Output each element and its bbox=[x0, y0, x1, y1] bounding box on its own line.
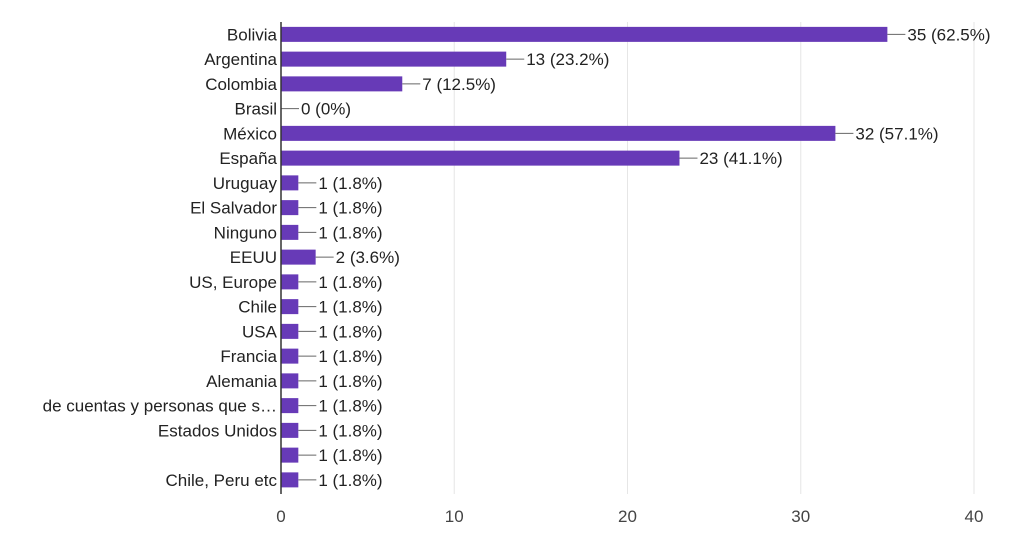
bar bbox=[281, 125, 836, 141]
data-label: 1 (1.8%) bbox=[318, 223, 382, 242]
gridlines bbox=[453, 22, 975, 494]
category-label: USA bbox=[242, 322, 278, 341]
category-label: Estados Unidos bbox=[158, 421, 277, 440]
label-connectors bbox=[281, 33, 906, 481]
bar bbox=[281, 422, 299, 438]
bar bbox=[281, 249, 316, 265]
category-label: EEUU bbox=[230, 248, 277, 267]
category-label: España bbox=[219, 149, 277, 168]
data-label: 1 (1.8%) bbox=[318, 471, 382, 490]
bar bbox=[281, 447, 299, 463]
x-tick-label: 30 bbox=[791, 507, 810, 526]
bar bbox=[281, 373, 299, 389]
x-tick-label: 40 bbox=[965, 507, 984, 526]
bar bbox=[281, 398, 299, 414]
data-label: 1 (1.8%) bbox=[318, 273, 382, 292]
category-label: Chile, Peru etc bbox=[166, 471, 278, 490]
data-label: 1 (1.8%) bbox=[318, 372, 382, 391]
bar bbox=[281, 224, 299, 240]
data-label: 13 (23.2%) bbox=[526, 50, 609, 69]
data-label: 2 (3.6%) bbox=[336, 248, 400, 267]
category-label: Brasil bbox=[234, 100, 277, 119]
category-label: Colombia bbox=[205, 75, 277, 94]
data-label: 1 (1.8%) bbox=[318, 298, 382, 317]
category-label: de cuentas y personas que s… bbox=[43, 397, 277, 416]
category-labels: Bolivia Argentina Colombia Brasil México Espa… bbox=[43, 25, 278, 490]
x-tick-label: 10 bbox=[445, 507, 464, 526]
x-axis-tick-labels: 0 10 20 30 40 bbox=[276, 507, 983, 526]
bar bbox=[281, 26, 888, 42]
data-label: 7 (12.5%) bbox=[422, 75, 496, 94]
data-label: 1 (1.8%) bbox=[318, 199, 382, 218]
data-label: 1 (1.8%) bbox=[318, 322, 382, 341]
data-label: 35 (62.5%) bbox=[907, 25, 990, 44]
bars bbox=[281, 26, 888, 488]
bar bbox=[281, 472, 299, 488]
bar bbox=[281, 274, 299, 290]
category-label: Francia bbox=[220, 347, 277, 366]
category-label: Uruguay bbox=[213, 174, 278, 193]
bar bbox=[281, 76, 403, 92]
category-label: Alemania bbox=[206, 372, 277, 391]
data-labels: 35 (62.5%) 13 (23.2%) 7 (12.5%) 0 (0%) 32 (5… bbox=[301, 25, 991, 490]
bar bbox=[281, 299, 299, 315]
data-label: 0 (0%) bbox=[301, 100, 351, 119]
category-label: Bolivia bbox=[227, 25, 278, 44]
x-tick-label: 0 bbox=[276, 507, 285, 526]
bar bbox=[281, 200, 299, 216]
bar bbox=[281, 175, 299, 191]
bar bbox=[281, 150, 680, 166]
data-label: 32 (57.1%) bbox=[855, 124, 938, 143]
data-label: 1 (1.8%) bbox=[318, 446, 382, 465]
category-label: Chile bbox=[238, 298, 277, 317]
data-label: 1 (1.8%) bbox=[318, 421, 382, 440]
category-label: US, Europe bbox=[189, 273, 277, 292]
bar bbox=[281, 348, 299, 364]
category-label: México bbox=[223, 124, 277, 143]
category-label: Argentina bbox=[204, 50, 277, 69]
bar bbox=[281, 323, 299, 339]
data-label: 23 (41.1%) bbox=[699, 149, 782, 168]
data-label: 1 (1.8%) bbox=[318, 397, 382, 416]
category-label: Ninguno bbox=[214, 223, 277, 242]
x-tick-label: 20 bbox=[618, 507, 637, 526]
category-label: El Salvador bbox=[190, 199, 277, 218]
bar bbox=[281, 51, 507, 67]
data-label: 1 (1.8%) bbox=[318, 174, 382, 193]
data-label: 1 (1.8%) bbox=[318, 347, 382, 366]
